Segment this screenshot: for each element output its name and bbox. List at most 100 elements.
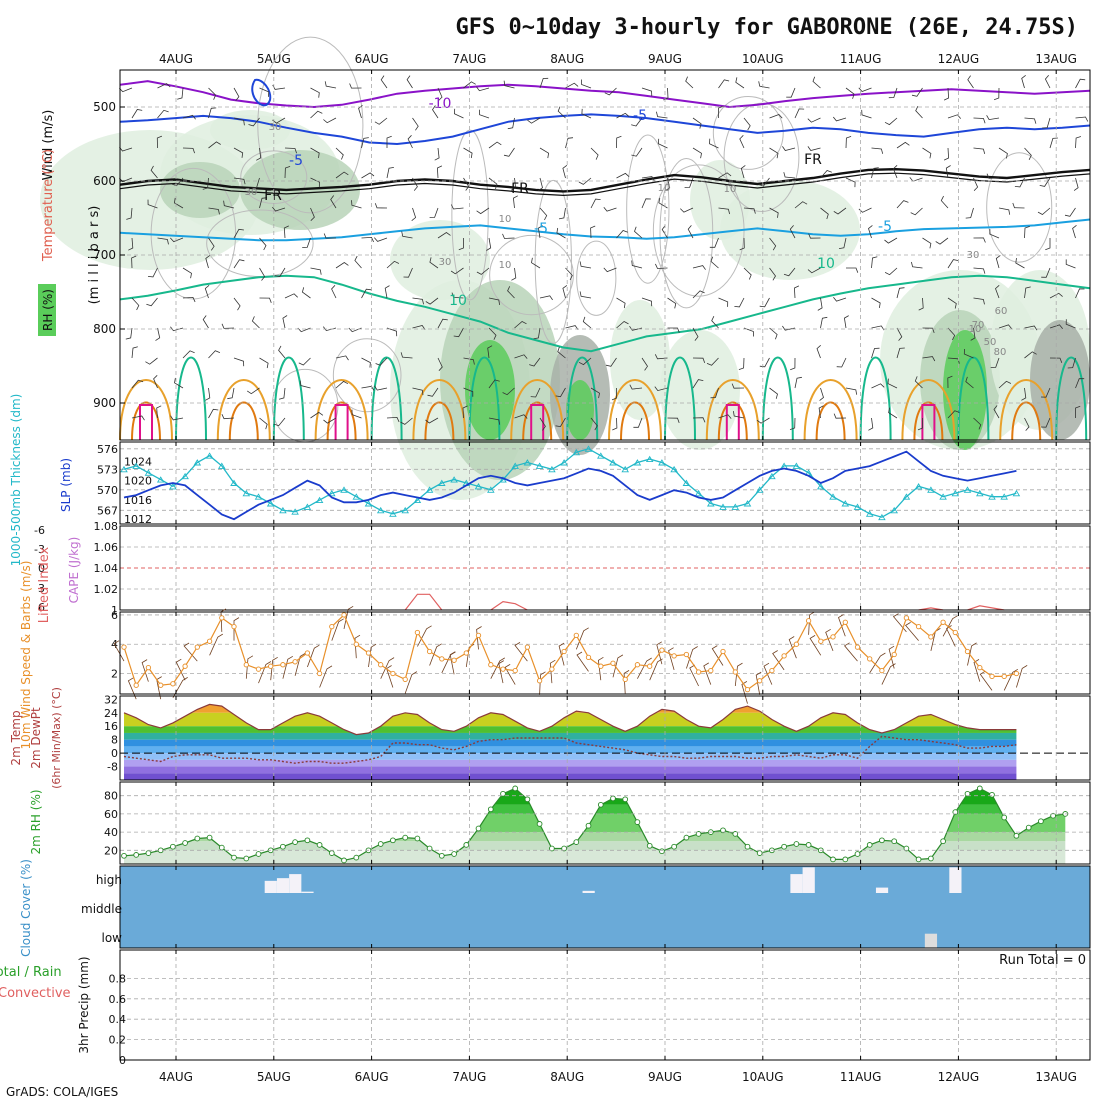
rh-point-5 xyxy=(182,840,188,846)
wind-barb xyxy=(1073,177,1079,191)
wind-barb xyxy=(680,207,694,213)
rh-point-27 xyxy=(451,851,457,857)
wind-barb xyxy=(1021,74,1026,89)
wind-barb xyxy=(511,267,517,281)
wind10-point-71 xyxy=(989,673,995,680)
wind-barb xyxy=(947,259,959,269)
wind-barb xyxy=(917,417,924,431)
wind-barb xyxy=(429,257,439,269)
thickness-point-37 xyxy=(572,448,581,456)
wind-barb xyxy=(301,287,311,299)
wind-barb xyxy=(836,357,847,368)
wind-contour-10 xyxy=(451,129,489,301)
wind-barb xyxy=(310,177,321,188)
wind-barb xyxy=(1041,267,1051,278)
wind-barb xyxy=(425,417,439,424)
thickness-frame xyxy=(119,441,1091,525)
wind-barb xyxy=(221,414,235,420)
thickness-point-70 xyxy=(976,489,984,497)
temp-band-1 xyxy=(124,704,1017,713)
wind10-barb-55 xyxy=(788,636,797,659)
orange-contour-2 xyxy=(314,379,369,441)
rh-point-61 xyxy=(866,842,873,848)
contour-label-6: -5 xyxy=(534,221,548,237)
rh-point-42 xyxy=(634,819,641,825)
wind10-point-23 xyxy=(402,676,408,683)
contour-label-17: 60 xyxy=(995,306,1008,317)
wind-barb xyxy=(476,86,490,92)
thickness-point-12 xyxy=(266,500,275,507)
wind-barb xyxy=(221,323,235,329)
wind-barb xyxy=(488,177,498,190)
rh-point-62 xyxy=(879,837,885,844)
slp-tick-label: 1016 xyxy=(124,494,152,507)
cloud-axis-label: Cloud Cover (%) xyxy=(19,859,33,957)
date-label-top-5AUG: 5AUG xyxy=(257,52,291,66)
wind-barb xyxy=(616,321,629,329)
cloud-high-bar-4 xyxy=(582,890,595,893)
wind10-barb-37 xyxy=(575,627,589,650)
wind-barb xyxy=(692,379,704,389)
cloud-background xyxy=(120,866,1090,948)
wind-barb xyxy=(783,172,796,179)
wind10-barb-72 xyxy=(1003,668,1019,691)
wind-barb xyxy=(205,387,211,401)
wind-barb xyxy=(884,267,898,276)
wind-barb xyxy=(227,387,235,400)
rh-shade-8 xyxy=(566,380,594,440)
wind10-barb-28 xyxy=(465,643,475,668)
contour-label-3: FR xyxy=(511,181,529,197)
rh-point-55 xyxy=(793,841,800,847)
wind10-point-34 xyxy=(536,678,543,684)
wind-barb xyxy=(272,206,286,212)
li-tick-label: 0 xyxy=(38,562,45,575)
wind10-barb-45 xyxy=(668,647,675,671)
wind-barb xyxy=(1067,357,1076,369)
wind-barb xyxy=(965,376,974,389)
wind10-barb-21 xyxy=(380,657,395,679)
contour-label-13: 10 xyxy=(499,260,512,271)
wind-barb xyxy=(973,297,985,305)
teal-contour-6 xyxy=(761,356,794,441)
rh-point-34 xyxy=(536,821,543,827)
wind10-barb-32 xyxy=(504,663,516,685)
wind10-point-33 xyxy=(524,644,531,650)
wind-barb xyxy=(131,297,140,311)
wind10-point-53 xyxy=(769,667,775,674)
thickness-point-60 xyxy=(853,503,862,510)
wind10-barb-1 xyxy=(127,677,137,700)
wind10-point-48 xyxy=(708,667,714,674)
wind-barb xyxy=(458,238,464,251)
wind10-barb-56 xyxy=(808,611,815,635)
wind-barb xyxy=(973,147,986,155)
wind10-barb-24 xyxy=(417,625,432,647)
temp-tick-label: 16 xyxy=(104,720,118,733)
date-label-bottom-8AUG: 8AUG xyxy=(550,1070,584,1084)
rh-shade-3 xyxy=(160,162,240,218)
wind-contour-0 xyxy=(576,240,617,316)
rh-shade-12 xyxy=(720,180,860,280)
wind-barb xyxy=(562,164,568,179)
rh-point-50 xyxy=(732,831,739,837)
wind10-point-61 xyxy=(867,656,873,662)
wind-barb xyxy=(888,87,898,99)
wind-barb xyxy=(743,327,754,337)
wind10-barb-70 xyxy=(973,659,981,682)
rh-point-69 xyxy=(964,790,971,797)
wind-barb xyxy=(1075,136,1082,149)
wind10-barb-43 xyxy=(649,658,663,681)
wind-barb xyxy=(565,137,574,149)
orange-contour-5 xyxy=(608,379,662,441)
thickness-point-15 xyxy=(303,503,312,510)
rh-point-44 xyxy=(659,848,665,855)
thickness-point-2 xyxy=(144,469,153,476)
temp-band-6 xyxy=(124,746,1017,754)
wind-barb xyxy=(782,325,796,331)
rh-point-7 xyxy=(206,834,213,841)
wind-barb xyxy=(401,231,413,239)
wind-barb xyxy=(1064,207,1076,217)
wind10-barb-13 xyxy=(282,655,294,679)
wind-barb xyxy=(251,316,260,329)
thickness-point-59 xyxy=(841,500,850,507)
wind-barb xyxy=(437,357,443,371)
